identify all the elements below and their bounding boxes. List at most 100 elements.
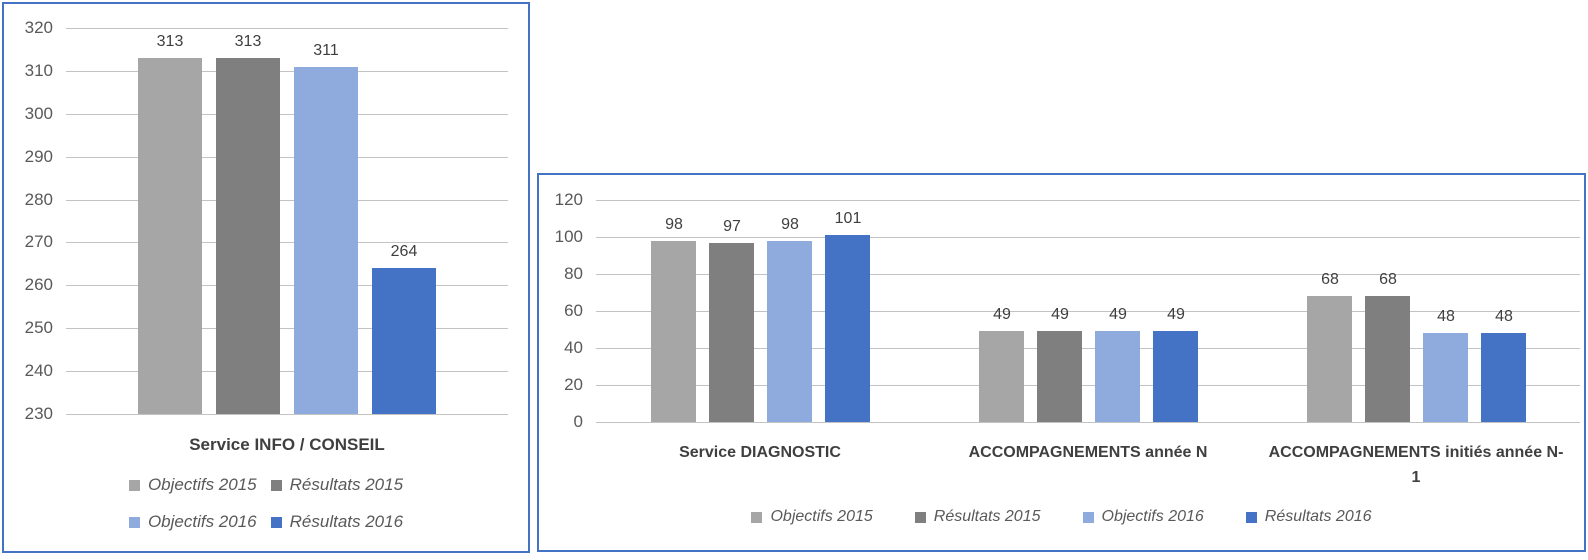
bar-value-label: 48	[1495, 308, 1513, 325]
h-gridline	[66, 114, 508, 115]
legend-row: Objectifs 2015 Résultats 2015 Objectifs 20…	[539, 508, 1584, 526]
legend-swatch-icon	[128, 516, 140, 528]
h-gridline	[596, 237, 1580, 238]
legend-row: Objectifs 2016 Résultats 2016	[4, 512, 528, 532]
bar-value-label: 311	[313, 42, 339, 59]
bar-value-label: 264	[390, 243, 418, 260]
bar-value-label: 101	[834, 210, 862, 227]
y-axis-tick-label: 310	[24, 61, 53, 80]
legend-item[interactable]: Résultats 2016	[270, 512, 404, 532]
bar	[979, 331, 1024, 422]
y-axis-tick-label: 40	[564, 338, 583, 357]
category-label: Service DIAGNOSTIC	[679, 444, 841, 461]
bar	[1423, 333, 1468, 422]
h-gridline	[66, 285, 508, 286]
legend-swatch-icon	[751, 511, 763, 523]
y-axis-tick-label: 290	[24, 147, 53, 166]
h-gridline	[596, 422, 1580, 423]
h-gridline	[66, 328, 508, 329]
y-axis-tick-label: 260	[24, 275, 53, 294]
category-label: ACCOMPAGNEMENTS initiés année N-1	[1268, 444, 1564, 486]
h-gridline	[66, 371, 508, 372]
bar	[216, 58, 280, 414]
bar	[651, 241, 696, 422]
legend-row: Objectifs 2015 Résultats 2015	[4, 475, 528, 495]
legend-label: Résultats 2016	[1264, 508, 1372, 525]
bar-value-label: 98	[781, 216, 799, 233]
bar	[767, 241, 812, 422]
h-gridline	[66, 157, 508, 158]
y-axis-tick-label: 240	[24, 361, 53, 380]
bar-value-label: 97	[723, 218, 741, 235]
h-gridline	[596, 385, 1580, 386]
h-gridline	[596, 311, 1580, 312]
bar	[1095, 331, 1140, 422]
legend-label: Objectifs 2016	[1101, 508, 1204, 525]
bar-value-label: 313	[156, 33, 184, 50]
legend-label: Objectifs 2015	[147, 475, 257, 494]
legend-swatch-icon	[1082, 511, 1094, 523]
legend-swatch-icon	[270, 516, 282, 528]
y-axis-tick-label: 80	[564, 264, 583, 283]
h-gridline	[596, 200, 1580, 201]
legend-item[interactable]: Objectifs 2015	[128, 475, 257, 495]
category-label: Service INFO / CONSEIL	[189, 435, 385, 454]
y-axis-tick-label: 250	[24, 318, 53, 337]
h-gridline	[66, 28, 508, 29]
legend-label: Résultats 2015	[933, 508, 1041, 525]
legend-swatch-icon	[128, 479, 140, 491]
bar-value-label: 313	[234, 33, 262, 50]
bar	[1153, 331, 1198, 422]
y-axis-tick-label: 120	[554, 190, 583, 209]
legend-label: Objectifs 2016	[147, 512, 257, 531]
legend-swatch-icon	[914, 511, 926, 523]
legend-label: Résultats 2016	[289, 512, 404, 531]
y-axis-tick-label: 300	[24, 104, 53, 123]
bar-value-label: 49	[1109, 306, 1127, 323]
y-axis-tick-label: 100	[554, 227, 583, 246]
bar	[1037, 331, 1082, 422]
h-gridline	[596, 348, 1580, 349]
y-axis-tick-label: 280	[24, 190, 53, 209]
y-axis-tick-label: 0	[573, 412, 583, 431]
legend-label: Objectifs 2015	[770, 508, 873, 525]
bar	[1365, 296, 1410, 422]
legend-label: Résultats 2015	[289, 475, 404, 494]
chart-panel-diagnostic-accompagnements[interactable]: 0 20 40 60 80 100 120 98 97 98 101 Service DIAGNOST…	[537, 173, 1586, 552]
chart-panel-service-info-conseil[interactable]: 230 240 250 260 270 280 290 300 310 320 313 313 311 2…	[2, 2, 530, 553]
legend-swatch-icon	[1245, 511, 1257, 523]
h-gridline	[66, 71, 508, 72]
legend-item[interactable]: Objectifs 2016	[128, 512, 257, 532]
h-gridline	[66, 200, 508, 201]
bar	[1307, 296, 1352, 422]
y-axis-tick-label: 270	[24, 232, 53, 251]
legend-item[interactable]: Résultats 2016	[1245, 508, 1372, 526]
h-gridline	[596, 274, 1580, 275]
y-axis-tick-label: 60	[564, 301, 583, 320]
bar	[372, 268, 436, 414]
bar-value-label: 49	[1167, 306, 1185, 323]
bar-value-label: 98	[665, 216, 683, 233]
category-label: ACCOMPAGNEMENTS année N	[968, 444, 1208, 461]
y-axis-tick-label: 230	[24, 404, 53, 423]
y-axis-tick-label: 320	[24, 18, 53, 37]
legend-item[interactable]: Résultats 2015	[270, 475, 404, 495]
bar-value-label: 68	[1379, 271, 1397, 288]
bar-value-label: 49	[993, 306, 1011, 323]
h-gridline	[66, 242, 508, 243]
legend-item[interactable]: Objectifs 2016	[1082, 508, 1204, 526]
bar-value-label: 48	[1437, 308, 1455, 325]
y-axis-tick-label: 20	[564, 375, 583, 394]
legend-item[interactable]: Résultats 2015	[914, 508, 1041, 526]
bar	[709, 243, 754, 422]
bar	[294, 67, 358, 414]
bar-value-label: 68	[1321, 271, 1339, 288]
bar	[1481, 333, 1526, 422]
bar	[138, 58, 202, 414]
legend-swatch-icon	[270, 479, 282, 491]
bar-value-label: 49	[1051, 306, 1069, 323]
bar	[825, 235, 870, 422]
h-gridline	[66, 414, 508, 415]
legend-item[interactable]: Objectifs 2015	[751, 508, 873, 526]
